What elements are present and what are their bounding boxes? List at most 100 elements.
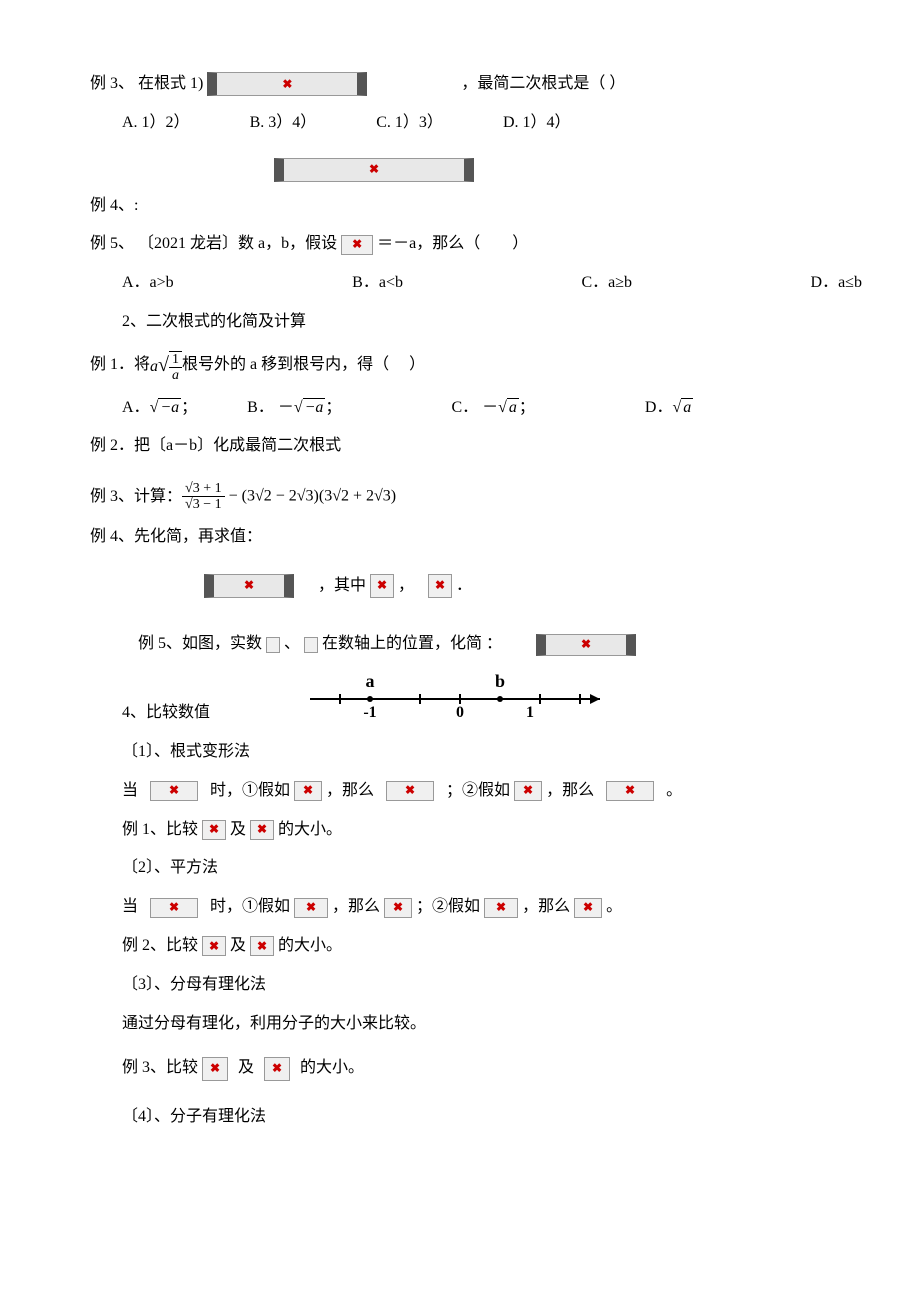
choice-c: C．a≥b	[581, 269, 632, 298]
x-icon: ✖	[581, 634, 591, 656]
x-icon: ✖	[169, 780, 179, 802]
m3-ex-p1: 例 3、比较	[122, 1054, 198, 1083]
example-3-line: 例 3、 在根式 1) ✖ ，最简二次根式是（ ）	[90, 70, 830, 99]
x-icon: ✖	[210, 1058, 220, 1080]
m2-p4: ；②假如	[416, 893, 480, 922]
ex4-label: 例 4、:	[90, 192, 138, 221]
m1-p3: ，那么	[326, 777, 374, 806]
broken-image-tiny	[266, 637, 280, 653]
x-icon: ✖	[405, 780, 415, 802]
s2ex1-choices: A．√−a； B． －√−a； C． －√a； D．√a	[122, 394, 830, 423]
m3-ex-end: 的大小。	[300, 1054, 364, 1083]
example-5-line: 例 5、 〔2021 龙岩〕数 a，b，假设 ✖ ＝－a，那么（ ）	[90, 230, 830, 259]
x-icon: ✖	[583, 897, 593, 919]
broken-image: ✖	[384, 898, 412, 918]
ex3-prefix: 例 3、 在根式 1)	[90, 70, 203, 99]
m1-ex-p1: 例 1、比较	[122, 816, 198, 845]
ex4-label-line: 例 4、:	[90, 192, 830, 221]
broken-image: ✖	[202, 936, 226, 956]
svg-text:b: b	[495, 671, 505, 691]
m3-desc-text: 通过分母有理化，利用分子的大小来比较。	[122, 1010, 426, 1039]
ex5-prefix: 例 5、 〔2021 龙岩〕数 a，b，假设	[90, 230, 337, 259]
m1-title: 〔1〕、根式变形法	[122, 738, 830, 767]
s2-ex4-expr: ✖ ，其中 ✖ ， ✖ ．	[200, 572, 830, 601]
m3-desc: 通过分母有理化，利用分子的大小来比较。	[122, 1010, 830, 1039]
s2ex4-mid: ，其中	[318, 572, 366, 601]
m2-p1: 当	[122, 893, 138, 922]
broken-image: ✖	[204, 574, 294, 598]
m2-p6: 。	[606, 893, 622, 922]
m4-title: 〔4〕、分子有理化法	[122, 1103, 830, 1132]
svg-text:0: 0	[456, 704, 464, 719]
s2-ex4-title: 例 4、先化简，再求值：	[90, 523, 830, 552]
svg-text:a: a	[366, 671, 375, 691]
broken-image: ✖	[150, 898, 198, 918]
m3-title-text: 〔3〕、分母有理化法	[122, 971, 266, 1000]
m4-title-text: 〔4〕、分子有理化法	[122, 1103, 266, 1132]
section4-text: 4、比较数值	[122, 699, 210, 728]
broken-image: ✖	[250, 936, 274, 956]
broken-image: ✖	[250, 820, 274, 840]
m2-p5: ，那么	[522, 893, 570, 922]
ex5-choices: A．a>b B．a<b C．a≥b D．a≤b	[122, 269, 862, 298]
svg-text:1: 1	[526, 704, 534, 719]
x-icon: ✖	[282, 74, 292, 96]
m1-title-text: 〔1〕、根式变形法	[122, 738, 250, 767]
m1-ex-mid: 及	[230, 816, 246, 845]
s2ex3-prefix: 例 3、计算：	[90, 483, 182, 512]
m2-rule: 当 ✖ 时，①假如 ✖ ，那么 ✖ ；②假如 ✖ ，那么 ✖ 。	[122, 893, 830, 922]
broken-image-tiny	[304, 637, 318, 653]
s2-ex2-line: 例 2．把〔a－b〕化成最简二次根式	[90, 432, 830, 461]
broken-image: ✖	[207, 72, 367, 96]
broken-image: ✖	[574, 898, 602, 918]
m1-ex: 例 1、比较 ✖ 及 ✖ 的大小。	[122, 816, 830, 845]
s2ex5-mid1: 、	[284, 630, 300, 659]
broken-image: ✖	[514, 781, 542, 801]
s2ex5-prefix: 例 5、如图，实数	[138, 630, 262, 659]
m1-p4: ；②假如	[446, 777, 510, 806]
x-icon: ✖	[209, 819, 219, 841]
x-icon: ✖	[352, 234, 362, 256]
m3-title: 〔3〕、分母有理化法	[122, 971, 830, 1000]
broken-image: ✖	[536, 634, 636, 656]
broken-image: ✖	[484, 898, 518, 918]
svg-text:-1: -1	[363, 704, 376, 719]
broken-image: ✖	[386, 781, 434, 801]
ex3-choices: A. 1）2） B. 3）4） C. 1）3） D. 1）4）	[122, 109, 830, 138]
choice-d: D．a≤b	[811, 269, 862, 298]
s2ex1-prefix: 例 1．将	[90, 351, 150, 380]
x-icon: ✖	[377, 575, 387, 597]
m2-ex-end: 的大小。	[278, 932, 342, 961]
broken-image: ✖	[202, 820, 226, 840]
x-icon: ✖	[209, 936, 219, 958]
broken-image: ✖	[274, 158, 474, 182]
s2-ex1-line: 例 1．将 a√1a 根号外的 a 移到根号内，得（ ）	[90, 347, 830, 384]
broken-image: ✖	[370, 574, 394, 598]
x-icon: ✖	[393, 897, 403, 919]
x-icon: ✖	[169, 897, 179, 919]
x-icon: ✖	[369, 159, 379, 181]
formula-expr: √3 + 1√3 − 1 − (3√2 − 2√3)(3√2 + 2√3)	[182, 481, 396, 513]
ex5-mid: ＝－a，那么（ ）	[377, 230, 528, 259]
section2-title: 2、二次根式的化简及计算	[122, 308, 830, 337]
x-icon: ✖	[523, 780, 533, 802]
m1-p6: 。	[666, 777, 682, 806]
s2-ex3-line: 例 3、计算： √3 + 1√3 − 1 − (3√2 − 2√3)(3√2 +…	[90, 481, 830, 513]
s2ex1-suffix: 根号外的 a 移到根号内，得（ ）	[182, 351, 425, 380]
example-4-line: ✖	[90, 158, 830, 182]
choice-b: B． －√−a；	[247, 394, 341, 423]
m2-ex: 例 2、比较 ✖ 及 ✖ 的大小。	[122, 932, 830, 961]
m1-rule: 当 ✖ 时，①假如 ✖ ，那么 ✖ ；②假如 ✖ ，那么 ✖ 。	[122, 777, 830, 806]
choice-a: A．a>b	[122, 269, 174, 298]
broken-image: ✖	[428, 574, 452, 598]
m1-p1: 当	[122, 777, 138, 806]
m2-title: 〔2〕、平方法	[122, 854, 830, 883]
x-icon: ✖	[244, 575, 254, 597]
x-icon: ✖	[257, 819, 267, 841]
m1-p2: 时，①假如	[210, 777, 290, 806]
m1-ex-end: 的大小。	[278, 816, 342, 845]
broken-image: ✖	[606, 781, 654, 801]
x-icon: ✖	[272, 1058, 282, 1080]
choice-b: B．a<b	[352, 269, 403, 298]
broken-image: ✖	[150, 781, 198, 801]
